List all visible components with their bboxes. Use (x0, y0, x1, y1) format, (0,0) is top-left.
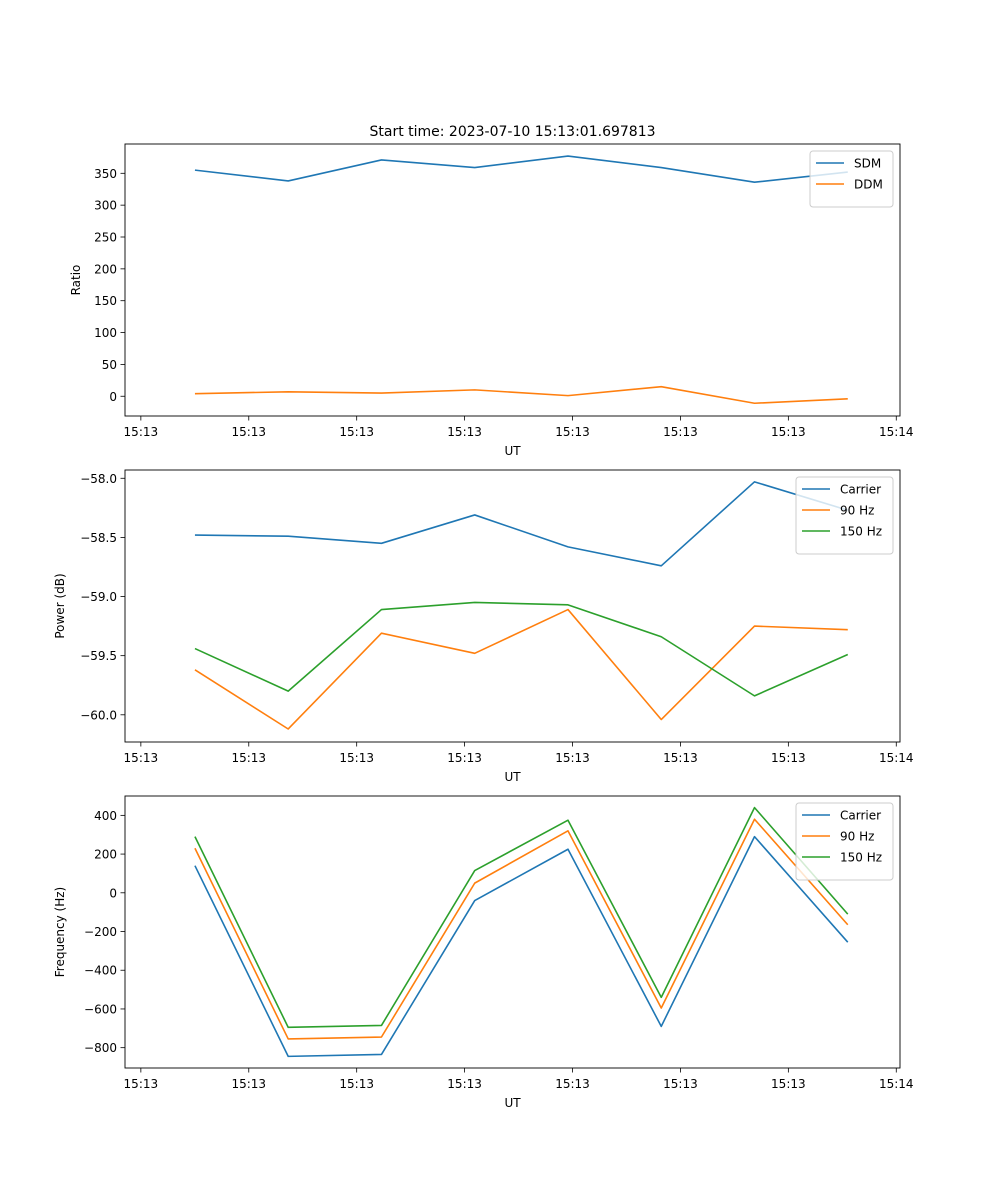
y-tick-label: 250 (94, 231, 117, 245)
series-line-carrier (194, 481, 849, 567)
x-tick-label: 15:13 (663, 425, 698, 439)
series-line-90-hz (194, 608, 848, 730)
y-tick-label: 400 (94, 809, 117, 823)
y-tick-label: −58.5 (80, 531, 117, 545)
x-axis-label: UT (504, 444, 521, 458)
series-line-ddm (194, 385, 848, 405)
x-tick-label: 15:13 (771, 425, 806, 439)
y-tick-label: −200 (84, 925, 117, 939)
series-line-carrier (194, 835, 849, 1058)
y-tick-label: 150 (94, 294, 117, 308)
series-line-150-hz (194, 806, 849, 1029)
y-tick-label: −800 (84, 1041, 117, 1055)
legend-box (809, 150, 894, 208)
x-tick-label: 15:13 (339, 751, 374, 765)
chart-panel-3: 15:13 15:13 15:13 15:13 15:13 15:13 15:13 15:14… (53, 795, 914, 1110)
chart-panel-1: 15:13 15:13 15:13 15:13 15:13 15:13 15:13 15:14… (69, 143, 914, 458)
x-tick-label: 15:13 (447, 425, 482, 439)
y-tick-label: −600 (84, 1002, 117, 1016)
series-line-sdm (194, 155, 848, 184)
x-tick-label: 15:13 (231, 751, 266, 765)
x-tick-label: 15:13 (555, 1077, 590, 1091)
legend-box (795, 802, 894, 881)
legend-box (795, 476, 894, 555)
y-tick-label: −59.0 (80, 590, 117, 604)
legend: SDM DDM (809, 150, 894, 208)
y-tick-label: 200 (94, 262, 117, 276)
legend-label: Carrier (840, 483, 881, 497)
x-tick-label: 15:13 (447, 751, 482, 765)
y-tick-label: 100 (94, 326, 117, 340)
axes-frame (124, 795, 901, 1069)
x-tick-label: 15:14 (879, 1077, 914, 1091)
legend-label: 90 Hz (840, 830, 874, 844)
x-tick-label: 15:13 (771, 1077, 806, 1091)
x-tick-label: 15:13 (663, 751, 698, 765)
x-tick-label: 15:13 (231, 425, 266, 439)
x-tick-label: 15:13 (663, 1077, 698, 1091)
x-tick-label: 15:13 (339, 425, 374, 439)
x-tick-label: 15:14 (879, 425, 914, 439)
x-tick-label: 15:13 (771, 751, 806, 765)
x-tick-label: 15:14 (879, 751, 914, 765)
chart-panel-2: 15:13 15:13 15:13 15:13 15:13 15:13 15:13 15:14… (53, 469, 914, 784)
x-tick-label: 15:13 (124, 425, 159, 439)
y-tick-label: −58.0 (80, 472, 117, 486)
x-axis-label: UT (504, 1096, 521, 1110)
axes-frame (124, 469, 901, 743)
x-tick-label: 15:13 (555, 751, 590, 765)
y-tick-label: −60.0 (80, 708, 117, 722)
legend-label: Carrier (840, 809, 881, 823)
series-line-150-hz (194, 601, 849, 697)
x-tick-label: 15:13 (124, 751, 159, 765)
y-tick-label: −400 (84, 964, 117, 978)
y-axis-label: Frequency (Hz) (53, 887, 67, 978)
axes-frame (124, 143, 901, 417)
series-line-90-hz (194, 818, 849, 1040)
legend: Carrier 90 Hz 150 Hz (795, 476, 894, 555)
legend-label: 90 Hz (840, 504, 874, 518)
y-tick-label: 0 (109, 390, 117, 404)
x-tick-label: 15:13 (231, 1077, 266, 1091)
x-tick-label: 15:13 (124, 1077, 159, 1091)
legend-label: SDM (854, 157, 881, 171)
y-tick-label: −59.5 (80, 649, 117, 663)
legend-label: 150 Hz (840, 525, 882, 539)
figure-title: Start time: 2023-07-10 15:13:01.697813 (369, 124, 655, 140)
y-tick-label: 300 (94, 199, 117, 213)
x-axis-label: UT (504, 770, 521, 784)
x-tick-label: 15:13 (555, 425, 590, 439)
legend-label: DDM (854, 178, 883, 192)
y-tick-label: 200 (94, 848, 117, 862)
y-axis-label: Ratio (69, 265, 83, 296)
y-axis-label: Power (dB) (53, 573, 67, 638)
legend-label: 150 Hz (840, 851, 882, 865)
x-tick-label: 15:13 (447, 1077, 482, 1091)
y-tick-label: 50 (102, 358, 117, 372)
x-tick-label: 15:13 (339, 1077, 374, 1091)
y-tick-label: 350 (94, 167, 117, 181)
legend: Carrier 90 Hz 150 Hz (795, 802, 894, 881)
y-tick-label: 0 (109, 886, 117, 900)
